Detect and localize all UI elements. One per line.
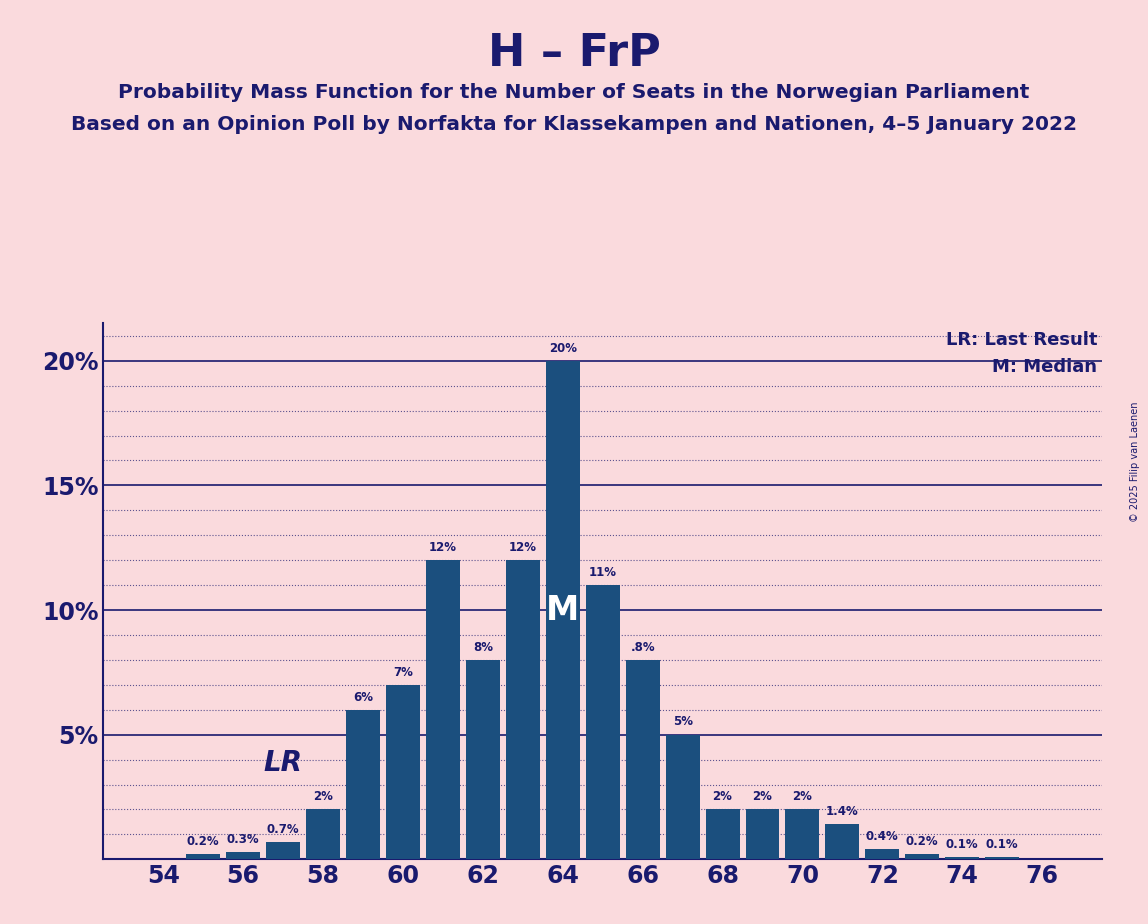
Text: 20%: 20% [549, 342, 576, 355]
Text: 2%: 2% [753, 790, 773, 803]
Text: Based on an Opinion Poll by Norfakta for Klassekampen and Nationen, 4–5 January : Based on an Opinion Poll by Norfakta for… [71, 115, 1077, 134]
Text: 0.3%: 0.3% [227, 833, 259, 845]
Text: © 2025 Filip van Laenen: © 2025 Filip van Laenen [1130, 402, 1140, 522]
Text: 8%: 8% [473, 640, 492, 653]
Bar [945, 857, 979, 859]
Text: 0.7%: 0.7% [266, 822, 300, 835]
Text: 0.4%: 0.4% [866, 830, 899, 843]
Bar [545, 360, 580, 859]
Text: 0.1%: 0.1% [986, 837, 1018, 851]
Text: 0.2%: 0.2% [906, 835, 939, 848]
Text: H – FrP: H – FrP [488, 32, 660, 76]
Text: 2%: 2% [713, 790, 732, 803]
Bar [346, 710, 380, 859]
Bar [745, 809, 779, 859]
Text: 6%: 6% [352, 690, 373, 703]
Bar [266, 842, 300, 859]
Bar [386, 685, 420, 859]
Text: LR: LR [264, 749, 303, 777]
Text: .8%: .8% [630, 640, 656, 653]
Text: 2%: 2% [313, 790, 333, 803]
Text: M: Median: M: Median [992, 359, 1097, 376]
Bar [506, 560, 540, 859]
Text: 7%: 7% [393, 665, 413, 678]
Bar [466, 660, 499, 859]
Text: 2%: 2% [792, 790, 813, 803]
Bar [666, 735, 699, 859]
Bar [906, 855, 939, 859]
Text: 12%: 12% [509, 541, 537, 554]
Bar [186, 855, 220, 859]
Text: 11%: 11% [589, 565, 616, 579]
Bar [706, 809, 739, 859]
Text: 0.2%: 0.2% [187, 835, 219, 848]
Bar [426, 560, 460, 859]
Text: LR: Last Result: LR: Last Result [946, 332, 1097, 349]
Bar [626, 660, 660, 859]
Bar [825, 824, 860, 859]
Bar [307, 809, 340, 859]
Text: 1.4%: 1.4% [827, 805, 859, 818]
Bar [226, 852, 261, 859]
Bar [785, 809, 820, 859]
Text: 5%: 5% [673, 715, 692, 728]
Bar [866, 849, 899, 859]
Text: Probability Mass Function for the Number of Seats in the Norwegian Parliament: Probability Mass Function for the Number… [118, 83, 1030, 103]
Bar [985, 857, 1019, 859]
Bar [585, 585, 620, 859]
Text: M: M [546, 593, 580, 626]
Text: 12%: 12% [429, 541, 457, 554]
Text: 0.1%: 0.1% [946, 837, 978, 851]
